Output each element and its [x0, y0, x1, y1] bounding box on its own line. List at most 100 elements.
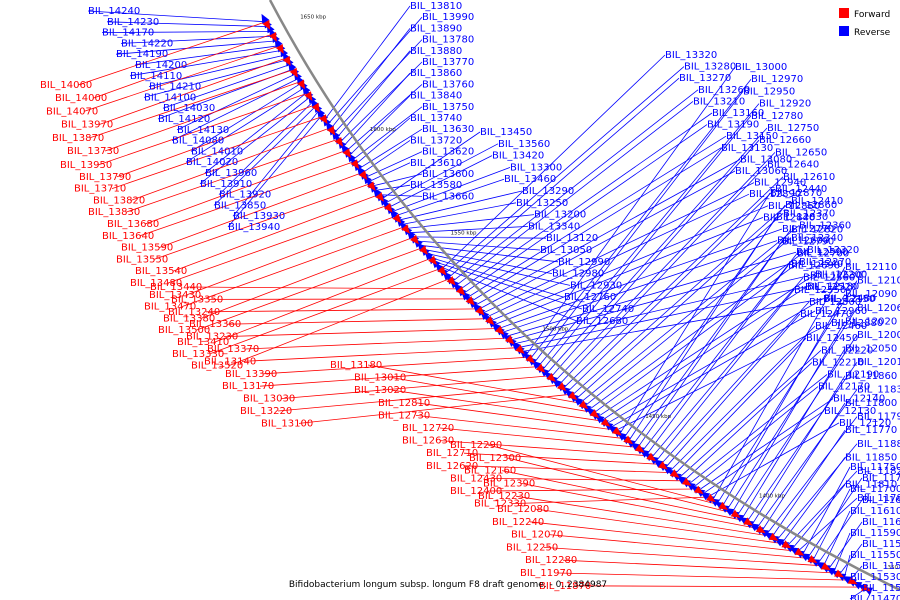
gene-arrow — [261, 13, 270, 24]
genome-backbone-arc — [268, 0, 900, 592]
label-connector — [199, 96, 311, 185]
gene-label: BIL_11550 — [850, 550, 900, 561]
label-connector — [171, 78, 299, 141]
gene-label: BIL_14110 — [130, 71, 182, 82]
gene-label: BIL_13410 — [177, 337, 229, 348]
label-connector — [345, 84, 423, 152]
gene-arrow — [730, 509, 741, 518]
gene-arrow — [653, 459, 663, 468]
gene-label: BIL_13750 — [422, 102, 474, 113]
gene-label: BIL_13760 — [422, 79, 474, 90]
label-connector — [144, 150, 346, 225]
gene-label: BIL_13710 — [74, 184, 126, 195]
label-connector — [515, 495, 771, 537]
label-connector — [87, 10, 266, 23]
gene-label: BIL_12830 — [776, 212, 828, 223]
gene-arrow — [358, 170, 368, 180]
gene-arrow — [456, 286, 466, 296]
label-connector — [521, 298, 825, 352]
label-connector — [415, 415, 626, 440]
gene-label: BIL_11540 — [862, 561, 900, 572]
gene-arrow — [847, 576, 858, 585]
gene-arrow — [392, 213, 402, 224]
gene-label: BIL_13270 — [679, 73, 731, 84]
gene-arrow — [764, 532, 774, 541]
gene-arrow — [706, 493, 716, 502]
gene-label: BIL_11810 — [845, 480, 897, 491]
label-connector — [487, 444, 721, 506]
label-connector — [92, 33, 273, 99]
label-connector — [227, 115, 323, 228]
label-connector — [707, 422, 840, 498]
gene-label: BIL_12200 — [815, 269, 867, 280]
gene-arrow — [681, 477, 692, 486]
gene-arrow — [341, 143, 350, 154]
gene-arrow — [383, 203, 393, 213]
gene-arrow — [325, 121, 335, 131]
gene-label: BIL_14130 — [177, 125, 229, 136]
gene-arrow — [465, 296, 475, 306]
gene-arrows — [261, 13, 873, 595]
label-connector — [490, 205, 769, 322]
label-connector — [866, 591, 872, 600]
label-connector — [513, 275, 811, 345]
kbp-mark-label: 1450 kbp — [645, 414, 671, 420]
gene-arrow — [546, 372, 556, 382]
gene-label: BIL_13340 — [528, 221, 580, 232]
label-connector — [660, 301, 810, 465]
label-connector — [756, 389, 858, 529]
gene-arrow — [310, 98, 320, 109]
label-connector — [172, 194, 379, 272]
gene-arrow — [789, 547, 800, 556]
gene-label: BIL_13840 — [410, 91, 462, 102]
gene-label: BIL_14200 — [135, 60, 187, 71]
label-connector — [158, 172, 363, 248]
gene-label: BIL_12520 — [805, 282, 857, 293]
label-connector — [200, 237, 414, 319]
label-connector — [120, 35, 274, 44]
gene-label: BIL_11530 — [850, 572, 900, 583]
gene-label: BIL_12740 — [582, 304, 634, 315]
gene-arrow — [282, 55, 291, 66]
gene-label: BIL_14080 — [172, 136, 224, 147]
gene-label: BIL_13030 — [243, 394, 295, 405]
gene-arrow — [297, 79, 306, 90]
kbp-scale-marks: 1650 kbp 1600 kbp 1550 kbp 1500 kbp 1450 kbp… — [300, 15, 900, 571]
label-connector — [101, 31, 272, 33]
label-connector — [615, 322, 832, 432]
gene-label: BIL_12170 — [818, 382, 870, 393]
gene-label: BIL_13660 — [422, 191, 474, 202]
gene-label: BIL_11800 — [845, 398, 897, 409]
gene-label: BIL_12970 — [751, 74, 803, 85]
gene-label: BIL_12300 — [469, 453, 521, 464]
label-connector — [139, 161, 354, 237]
gene-label: BIL_13200 — [534, 210, 586, 221]
gene-label: BIL_12240 — [492, 517, 544, 528]
legend-reverse-label: Reverse — [854, 28, 891, 38]
gene-label: BIL_11610 — [850, 506, 900, 517]
label-connector — [153, 183, 371, 260]
gene-label: BIL_11850 — [845, 452, 897, 463]
label-connector — [459, 112, 713, 291]
label-connector — [550, 139, 760, 378]
gene-label: BIL_12090 — [845, 289, 897, 300]
gene-label: BIL_12560 — [803, 273, 855, 284]
gene-label: BIL_13640 — [102, 231, 154, 242]
gene-label: BIL_12450 — [806, 333, 858, 344]
label-connector — [664, 313, 801, 469]
gene-label: BIL_14070 — [46, 106, 98, 117]
gene-label: BIL_13600 — [422, 169, 474, 180]
gene-arrow — [304, 91, 313, 101]
label-connector — [505, 251, 797, 337]
gene-label: BIL_12730 — [378, 410, 430, 421]
gene-label: BIL_13210 — [693, 96, 745, 107]
label-connector — [588, 249, 808, 411]
label-connector — [391, 377, 593, 413]
gene-label: BIL_13430 — [149, 290, 201, 301]
gene-label: BIL_13080 — [740, 154, 792, 165]
label-connector — [576, 585, 864, 588]
gene-label: BIL_12190 — [827, 370, 879, 381]
label-connector — [402, 202, 517, 225]
label-connector — [497, 228, 783, 330]
label-connector — [195, 247, 423, 331]
